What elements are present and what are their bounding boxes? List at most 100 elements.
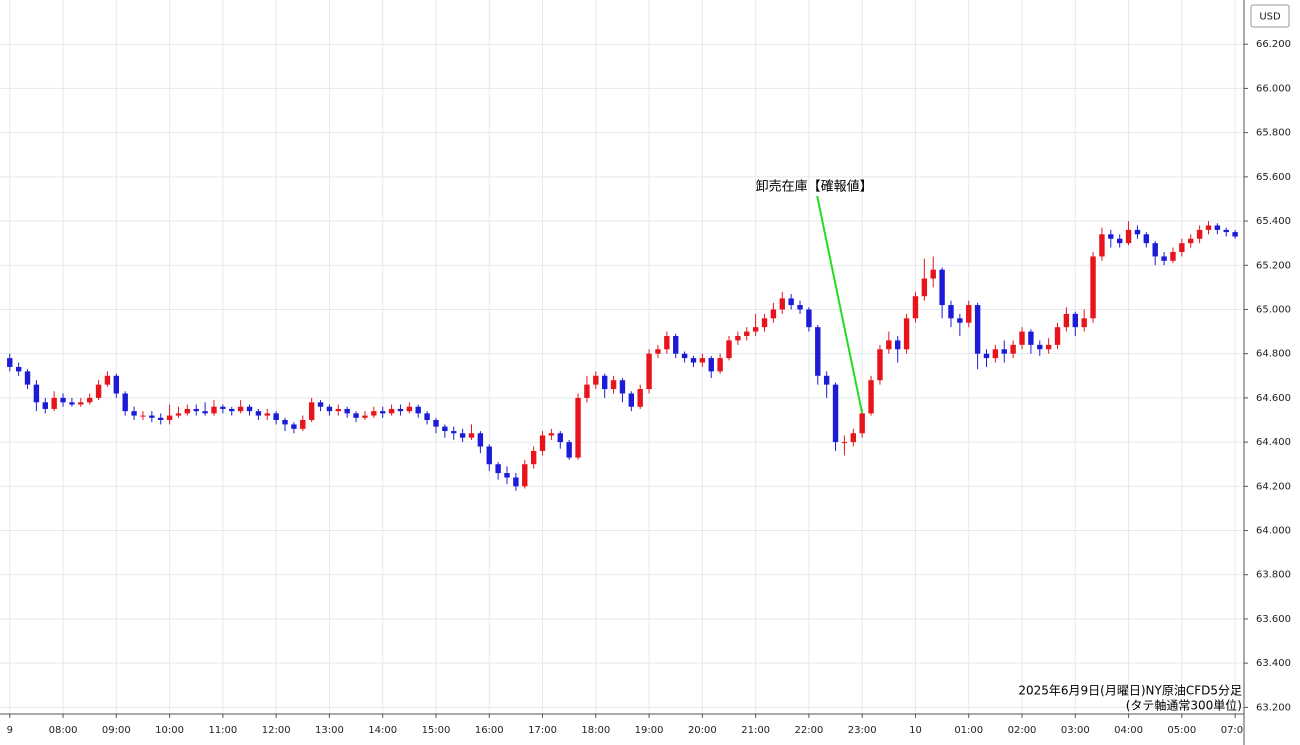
- candle-body: [1223, 229, 1229, 233]
- candle-body: [291, 424, 297, 429]
- candle-body: [690, 358, 697, 363]
- x-tick-label: 17:00: [528, 725, 557, 736]
- candle-body: [522, 464, 528, 487]
- x-tick-label: 08:00: [49, 725, 78, 736]
- candle-body: [1214, 225, 1221, 230]
- candle-body: [1196, 229, 1203, 239]
- y-tick-label: 64.200: [1256, 481, 1291, 492]
- candle-body: [1134, 229, 1141, 235]
- candle-body: [1045, 344, 1052, 350]
- candle-body: [601, 375, 608, 390]
- candle-body: [1116, 238, 1123, 244]
- candle-body: [15, 366, 22, 372]
- x-tick-label: 15:00: [422, 725, 451, 736]
- grid: [0, 0, 1244, 714]
- candle-body: [433, 420, 439, 427]
- candle-body: [158, 417, 164, 420]
- x-tick-label: 11:00: [208, 725, 237, 736]
- candle-body: [33, 384, 40, 403]
- candle-body: [770, 309, 777, 319]
- candle-body: [886, 340, 892, 350]
- x-tick-label: 04:00: [1114, 725, 1143, 736]
- x-tick-label: 20:00: [688, 725, 717, 736]
- candle-body: [681, 353, 688, 359]
- candle-body: [51, 397, 57, 409]
- candle-body: [86, 397, 93, 403]
- candle-body: [220, 406, 226, 409]
- x-tick-label: 19:00: [635, 725, 664, 736]
- candle-body: [24, 371, 31, 385]
- candle-body: [921, 278, 928, 297]
- candle-body: [459, 433, 466, 438]
- candle-body: [300, 420, 306, 429]
- candle-body: [752, 327, 759, 332]
- candle-body: [708, 358, 714, 372]
- candle-body: [1170, 252, 1176, 261]
- x-tick-label: 12:00: [262, 725, 291, 736]
- candle-body: [735, 336, 741, 341]
- candle-body: [1081, 318, 1087, 328]
- candle-body: [673, 336, 679, 354]
- candle-body: [1125, 229, 1132, 244]
- y-tick-label: 66.200: [1256, 39, 1291, 50]
- currency: USD: [1259, 12, 1281, 23]
- candle-body: [744, 331, 750, 336]
- candle-body: [237, 406, 244, 412]
- candle-body: [264, 413, 270, 416]
- y-tick-label: 65.200: [1256, 260, 1291, 271]
- candle-body: [930, 269, 936, 279]
- candle-body: [273, 413, 279, 420]
- candle-body: [806, 309, 812, 328]
- x-tick-label: 03:00: [1061, 725, 1090, 736]
- candle-body: [42, 402, 48, 409]
- candle-body: [1019, 331, 1025, 345]
- x-tick-label: 10:00: [155, 725, 184, 736]
- x-tick-label: 16:00: [475, 725, 504, 736]
- candle-body: [859, 413, 865, 434]
- caption: (タテ軸通常300単位): [1126, 698, 1242, 713]
- candle-body: [1037, 344, 1043, 350]
- candle-body: [912, 296, 919, 319]
- candle-body: [229, 408, 235, 412]
- candle-body: [655, 349, 661, 354]
- candle-body: [850, 433, 857, 443]
- y-tick-label: 65.600: [1256, 172, 1291, 183]
- candle-body: [344, 408, 350, 414]
- candle-body: [1108, 234, 1114, 239]
- candle-body: [1152, 243, 1158, 257]
- candle-body: [246, 406, 253, 412]
- candle-body: [593, 375, 599, 385]
- candle-body: [477, 433, 484, 447]
- candle-body: [308, 402, 315, 420]
- candle-body: [202, 411, 208, 414]
- candle-body: [1179, 243, 1185, 252]
- y-tick-label: 65.000: [1256, 304, 1291, 315]
- candle-body: [388, 408, 395, 414]
- x-tick-label: 09:00: [102, 725, 131, 736]
- candle-body: [966, 305, 972, 323]
- candle-body: [726, 340, 732, 359]
- candle-body: [584, 384, 590, 398]
- candle-body: [1232, 232, 1238, 237]
- annotation-line: [816, 195, 864, 414]
- candle-body: [877, 349, 883, 381]
- x-tick-label: 13:00: [315, 725, 344, 736]
- x-tick-label: 23:00: [848, 725, 877, 736]
- candle-body: [646, 353, 652, 390]
- candle-body: [797, 305, 803, 310]
- candle-body: [140, 415, 146, 417]
- x-tick-label: 18:00: [581, 725, 610, 736]
- y-tick-label: 63.400: [1256, 658, 1291, 669]
- candle-body: [104, 375, 111, 385]
- y-tick-label: 66.000: [1256, 83, 1291, 94]
- candle-body: [957, 318, 963, 323]
- candle-body: [468, 433, 475, 438]
- candle-body: [184, 408, 191, 414]
- candle-body: [1205, 225, 1212, 230]
- candle-body: [166, 415, 173, 420]
- candle-body: [486, 446, 492, 465]
- x-tick-label: 21:00: [741, 725, 770, 736]
- x-tick-label: 9: [7, 725, 13, 736]
- candle-body: [131, 411, 137, 416]
- y-tick-label: 65.400: [1256, 216, 1291, 227]
